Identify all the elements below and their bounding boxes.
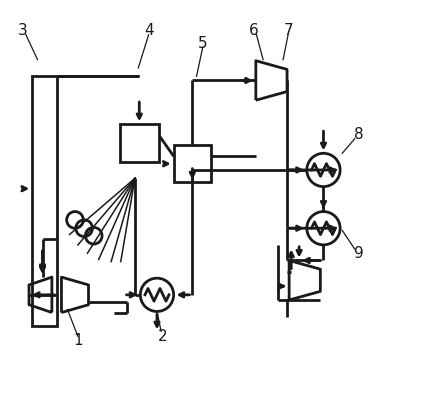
Bar (32, 76, 57, 326)
Text: 9: 9 (354, 246, 364, 261)
Text: 3: 3 (18, 23, 27, 38)
Text: 1: 1 (73, 333, 83, 348)
Text: 4: 4 (144, 23, 153, 38)
Text: 8: 8 (354, 127, 364, 142)
Bar (174, 145, 211, 182)
Bar (120, 124, 159, 162)
Text: 5: 5 (198, 36, 208, 51)
Text: 2: 2 (158, 329, 167, 344)
Text: 7: 7 (283, 23, 293, 38)
Text: 6: 6 (249, 23, 259, 38)
